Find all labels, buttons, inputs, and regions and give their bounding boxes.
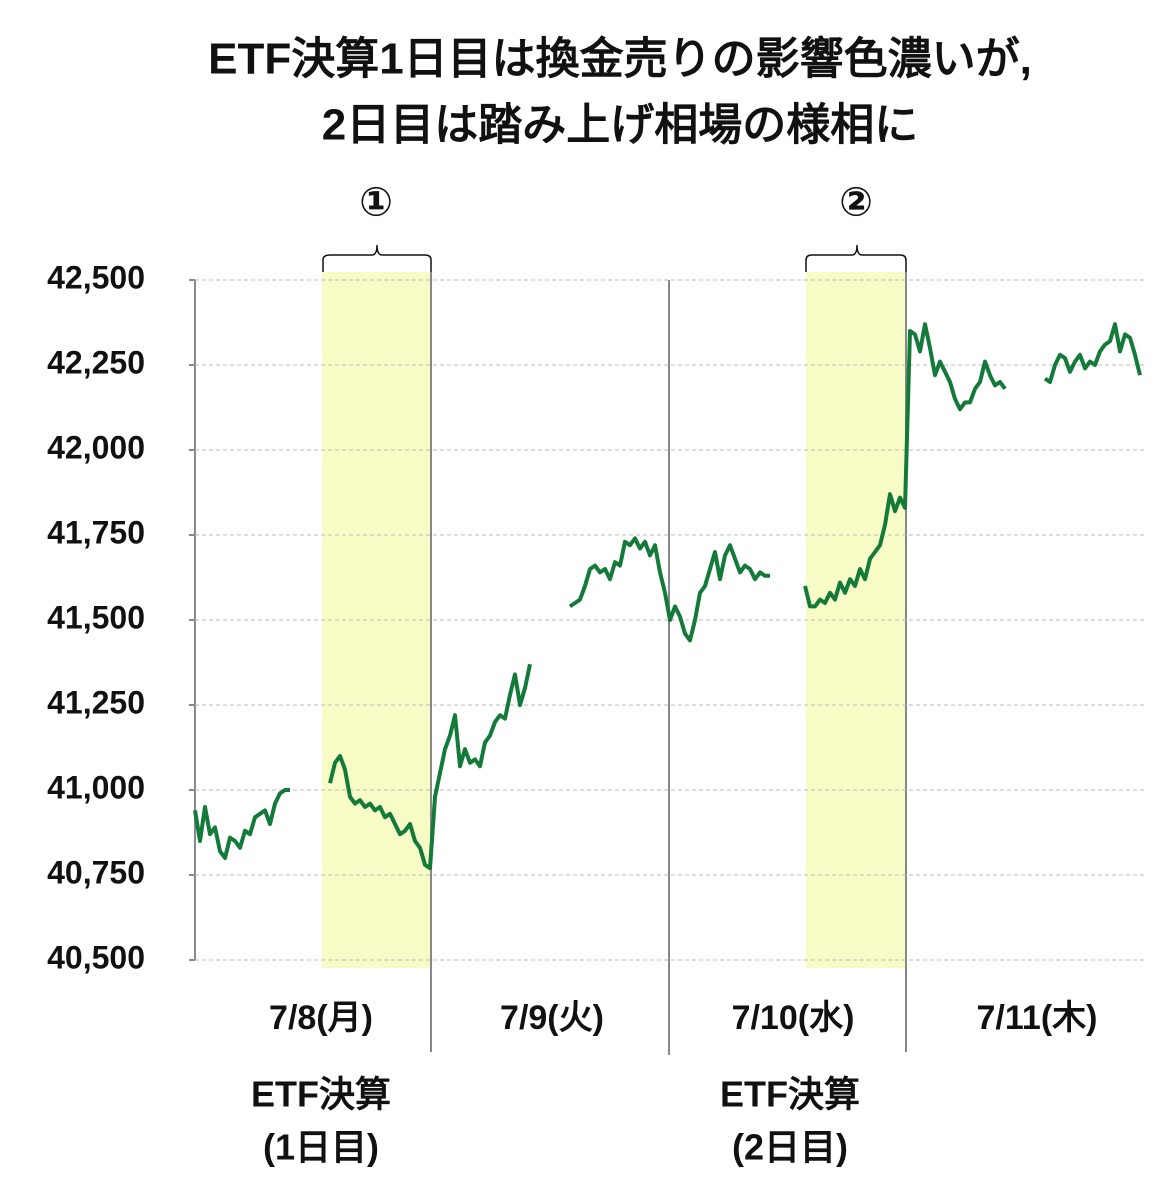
chart-title: 2日目は踏み上げ相場の様相に bbox=[322, 101, 918, 150]
marker-label: ② bbox=[839, 181, 873, 225]
note: ETF決算 bbox=[720, 1074, 860, 1115]
y-tick-label: 42,000 bbox=[47, 429, 145, 465]
day-label: 7/11(木) bbox=[977, 999, 1098, 1037]
note: ETF決算 bbox=[251, 1074, 391, 1115]
y-tick-label: 41,000 bbox=[47, 769, 145, 805]
note: (2日目) bbox=[732, 1127, 848, 1168]
brace bbox=[322, 244, 432, 272]
brace bbox=[805, 244, 907, 272]
y-tick-label: 40,500 bbox=[47, 939, 145, 975]
day-label: 7/9(火) bbox=[500, 999, 604, 1037]
y-tick-label: 42,250 bbox=[47, 344, 145, 380]
note: (1日目) bbox=[263, 1127, 379, 1168]
day-label: 7/8(月) bbox=[269, 999, 373, 1037]
y-tick-label: 41,500 bbox=[47, 599, 145, 635]
y-tick-label: 41,750 bbox=[47, 514, 145, 550]
marker-label: ① bbox=[359, 181, 393, 225]
y-tick-label: 40,750 bbox=[47, 854, 145, 890]
y-tick-label: 42,500 bbox=[47, 259, 145, 295]
chart-title: ETF決算1日目は換金売りの影響色濃いが, bbox=[208, 35, 1032, 84]
y-tick-label: 41,250 bbox=[47, 684, 145, 720]
day-label: 7/10(水) bbox=[732, 999, 855, 1037]
price-line bbox=[193, 322, 1142, 871]
